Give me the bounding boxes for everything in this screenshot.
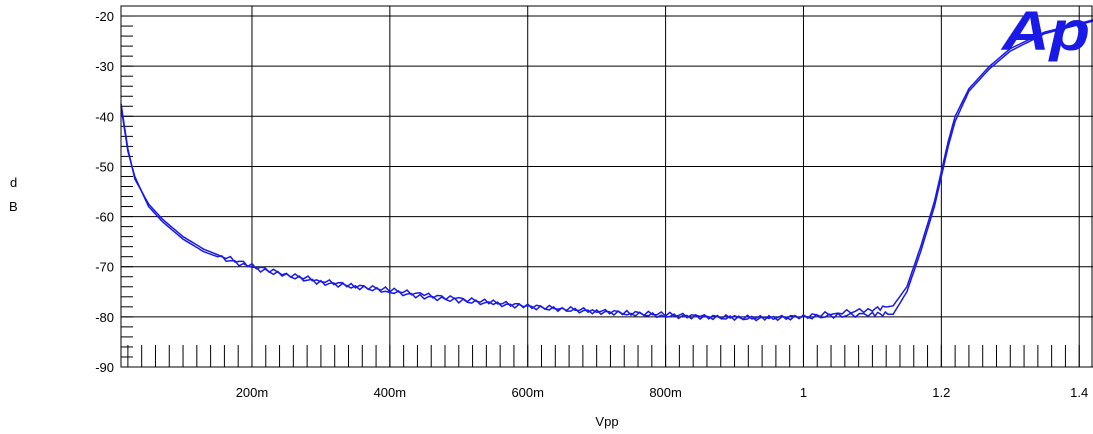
y-tick-label: -30 <box>95 59 114 74</box>
y-tick-label: -60 <box>95 210 114 225</box>
ap-logo: Ap <box>1000 0 1090 62</box>
x-tick-label: 200m <box>236 385 269 400</box>
x-tick-labels: 200m 400m 600m 800m 1 1.2 1.4 <box>236 385 1089 400</box>
y-axis-label-char-1: d <box>10 175 17 190</box>
series-line-2 <box>120 19 1093 321</box>
y-tick-label: -40 <box>95 109 114 124</box>
x-tick-label: 600m <box>511 385 544 400</box>
x-tick-label: 1 <box>800 385 807 400</box>
x-tick-label: 1.4 <box>1070 385 1088 400</box>
series-group <box>120 19 1093 322</box>
plot-frame <box>120 5 1093 368</box>
y-tick-label: -70 <box>95 260 114 275</box>
minor-ticks <box>121 15 1080 368</box>
y-axis-label-char-2: B <box>9 199 18 214</box>
x-tick-label: 400m <box>374 385 407 400</box>
y-tick-label: -90 <box>95 360 114 375</box>
x-tick-label: 800m <box>649 385 682 400</box>
series-line-1 <box>120 20 1093 322</box>
y-tick-label: -80 <box>95 310 114 325</box>
y-tick-labels: -20 -30 -40 -50 -60 -70 -80 -90 <box>95 9 114 375</box>
x-tick-label: 1.2 <box>932 385 950 400</box>
y-tick-label: -50 <box>95 159 114 174</box>
grid <box>121 6 1093 368</box>
y-tick-label: -20 <box>95 9 114 24</box>
x-axis-label: Vpp <box>595 414 618 429</box>
